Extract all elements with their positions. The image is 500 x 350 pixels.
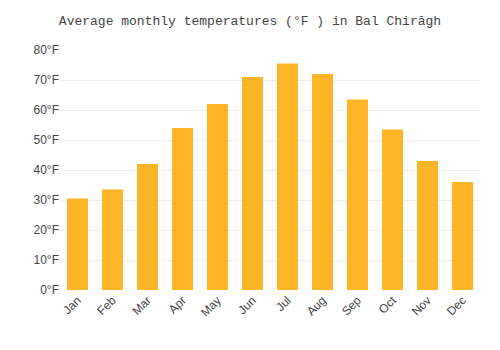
svg-text:Aug: Aug: [304, 293, 329, 318]
svg-text:10°F: 10°F: [34, 253, 59, 267]
svg-text:Apr: Apr: [166, 293, 189, 316]
svg-text:Dec: Dec: [444, 293, 469, 318]
svg-text:May: May: [198, 293, 224, 319]
svg-text:Jun: Jun: [235, 293, 259, 317]
svg-text:50°F: 50°F: [34, 133, 59, 147]
svg-text:20°F: 20°F: [34, 223, 59, 237]
svg-text:Oct: Oct: [376, 293, 400, 317]
svg-text:Mar: Mar: [129, 293, 154, 318]
svg-text:80°F: 80°F: [34, 43, 59, 57]
svg-text:Nov: Nov: [409, 293, 434, 318]
svg-text:Sep: Sep: [339, 293, 364, 318]
svg-text:0°F: 0°F: [40, 283, 59, 297]
svg-text:40°F: 40°F: [34, 163, 59, 177]
svg-text:Feb: Feb: [94, 293, 119, 318]
svg-text:70°F: 70°F: [34, 73, 59, 87]
svg-text:30°F: 30°F: [34, 193, 59, 207]
svg-text:Average monthly temperatures (: Average monthly temperatures (°F ) in Ba…: [59, 14, 441, 29]
svg-text:Jan: Jan: [60, 293, 84, 317]
svg-text:60°F: 60°F: [34, 103, 59, 117]
svg-text:Jul: Jul: [273, 293, 294, 314]
